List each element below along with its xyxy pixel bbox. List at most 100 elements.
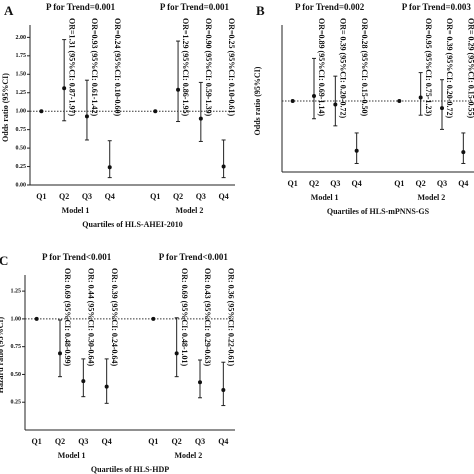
point	[104, 384, 109, 389]
y-tick-label: 0.75	[11, 344, 22, 350]
y-tick-label: 0.50	[11, 372, 22, 378]
point	[440, 106, 444, 111]
annotation: OR=0.90 (95%CI: 0.59-1.39)	[204, 18, 213, 116]
x-tick-label: Q2	[309, 179, 319, 188]
x-tick-label: Q1	[288, 179, 298, 188]
x-tick-label: Q4	[352, 179, 362, 188]
trend-label: P for Trend<0.001	[159, 252, 229, 262]
y-tick-label: 2.00	[16, 35, 27, 41]
x-axis-label: Quartiles of HLS-mPNNS-GS	[327, 207, 430, 216]
annotation: OR: 0.36 (95%CI: 0.22-0.61)	[226, 268, 235, 367]
point	[151, 316, 156, 321]
y-tick-label: 0.25	[16, 164, 27, 170]
point	[62, 86, 67, 91]
x-tick-label: Q4	[218, 192, 228, 201]
x-tick-label: Q1	[148, 437, 158, 446]
x-axis-label: Quartiles of HLS-HDP	[91, 465, 169, 474]
x-tick-label: Q1	[394, 179, 404, 188]
point	[176, 87, 181, 92]
point	[461, 150, 466, 155]
point	[397, 99, 402, 103]
group-label: Model 2	[417, 193, 445, 202]
y-tick-label: 0.50	[16, 145, 27, 151]
trend-label: P for Trend<0.001	[42, 252, 112, 262]
annotation: OR=0.95 (95%CI: 0.75-1.23)	[424, 18, 433, 116]
point	[34, 316, 39, 321]
point	[198, 116, 203, 121]
annotation: OR=1.31 (95%CI: 0.87-1.97)	[67, 18, 76, 116]
y-axis-label: Odds ratio (95%CI)	[253, 66, 262, 135]
y-tick-label: 0.75	[16, 127, 27, 133]
point	[333, 102, 338, 107]
group-label: Model 2	[174, 451, 202, 460]
panel-letter: C	[0, 253, 8, 268]
point	[221, 164, 226, 169]
x-tick-label: Q1	[150, 192, 160, 201]
x-tick-label: Q1	[32, 437, 42, 446]
y-tick-label: 1.25	[11, 288, 22, 294]
point	[221, 388, 226, 392]
point	[81, 379, 86, 384]
annotation: OR=0.89 (95%CI: 0.69-1.14)	[317, 18, 326, 116]
x-tick-label: Q3	[196, 192, 206, 201]
y-tick-label: 1.00	[11, 316, 22, 322]
x-tick-label: Q2	[172, 437, 182, 446]
trend-label: P for Trend=0.001	[160, 2, 230, 12]
group-label: Model 1	[62, 206, 90, 215]
annotation: OR=0.24 (95%CI: 0.10-0.60)	[113, 18, 122, 116]
group-label: Model 1	[58, 451, 86, 460]
y-tick-label: 1.25	[16, 90, 27, 96]
annotation: OR: 0.69 (95%CI: 0.48-1.01)	[180, 268, 189, 367]
panel-letter: A	[4, 3, 14, 18]
point	[58, 351, 62, 356]
y-tick-label: 0.00	[16, 182, 27, 188]
point	[198, 380, 202, 385]
group-label: Model 2	[176, 206, 204, 215]
trend-label: P for Trend=0.003	[402, 2, 472, 12]
x-tick-label: Q4	[218, 437, 228, 446]
group-label: Model 1	[311, 193, 339, 202]
annotation: OR= 0.39 (95%CI: 0.20-0.72)	[445, 18, 454, 118]
annotation: OR: 0.44 (95%CI: 0.30-0.64)	[86, 268, 95, 367]
annotation: OR: 0.43 (95%CI: 0.29-0.63)	[203, 268, 212, 367]
y-axis-label: Hazard ratio (95%CI)	[0, 316, 5, 393]
point	[39, 109, 44, 114]
point	[290, 99, 295, 103]
y-tick-label: 1.75	[16, 53, 27, 59]
x-tick-label: Q4	[102, 437, 112, 446]
x-tick-label: Q2	[59, 192, 69, 201]
point	[354, 148, 359, 153]
point	[107, 165, 112, 170]
x-tick-label: Q3	[437, 179, 447, 188]
y-tick-label: 1.50	[16, 72, 27, 78]
annotation: OR= 0.39 (95%CI: 0.20-0.72)	[338, 18, 347, 118]
annotation: OR=0.28 (95%CI: 0.15-0.50)	[360, 18, 369, 116]
x-tick-label: Q3	[330, 179, 340, 188]
annotation: OR: 0.69 (95%CI: 0.48-0.99)	[63, 268, 72, 367]
x-tick-label: Q2	[416, 179, 426, 188]
trend-label: P for Trend=0.001	[46, 2, 116, 12]
x-tick-label: Q3	[195, 437, 205, 446]
panel-letter: B	[256, 3, 265, 18]
trend-label: P for Trend=0.002	[295, 2, 365, 12]
point	[418, 95, 423, 100]
y-tick-label: 1.00	[16, 109, 27, 115]
annotation: OR= 0.29 (95%CI: 0.15-0.55)	[466, 18, 474, 118]
annotation: OR=0.25 (95%CI: 0.10-0.61)	[227, 18, 236, 116]
x-tick-label: Q4	[105, 192, 115, 201]
x-tick-label: Q4	[458, 179, 468, 188]
y-axis-label: Odds ratio (95%CI)	[1, 73, 10, 142]
x-tick-label: Q2	[55, 437, 65, 446]
point	[312, 94, 316, 99]
point	[153, 109, 158, 114]
annotation: OR=1.29 (95%CI: 0.86-1.95)	[181, 18, 190, 116]
x-tick-label: Q1	[36, 192, 46, 201]
x-tick-label: Q2	[173, 192, 183, 201]
point	[84, 114, 89, 119]
x-tick-label: Q3	[82, 192, 92, 201]
y-tick-label: 0.25	[11, 400, 22, 406]
point	[174, 351, 179, 356]
annotation: OR: 0.39 (95%CI: 0.24-0.64)	[110, 268, 119, 367]
annotation: OR=0.93 (95%CI: 0.61-1.42)	[90, 18, 99, 116]
